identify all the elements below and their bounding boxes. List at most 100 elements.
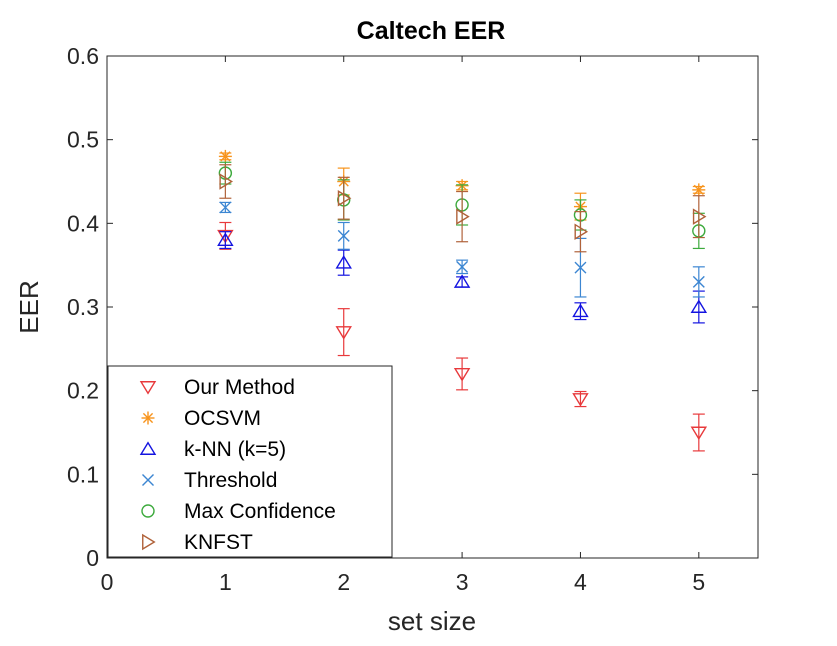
data-point bbox=[337, 221, 350, 250]
marker-asterisk bbox=[692, 183, 706, 197]
x-tick-label: 5 bbox=[692, 569, 705, 595]
data-point bbox=[453, 274, 471, 288]
legend-label: KNFST bbox=[184, 531, 253, 554]
marker-stroke bbox=[142, 412, 154, 424]
y-tick-label: 0.1 bbox=[67, 461, 99, 487]
data-point bbox=[456, 190, 470, 243]
x-tick-label: 4 bbox=[574, 569, 587, 595]
data-point bbox=[219, 201, 232, 214]
data-point bbox=[335, 308, 352, 357]
marker-shape bbox=[572, 303, 589, 318]
marker-triangle-up bbox=[139, 441, 157, 455]
x-tick-label: 1 bbox=[219, 569, 232, 595]
marker-stroke bbox=[219, 201, 232, 214]
data-point bbox=[572, 390, 589, 408]
marker-x bbox=[142, 474, 154, 486]
data-point bbox=[335, 249, 352, 276]
y-tick-label: 0.4 bbox=[67, 210, 99, 236]
legend-box bbox=[107, 365, 393, 558]
data-point bbox=[690, 413, 708, 452]
marker-shape bbox=[574, 223, 589, 240]
marker-stroke bbox=[574, 261, 587, 274]
x-tick-label: 3 bbox=[456, 569, 469, 595]
marker-triangle-right bbox=[456, 208, 470, 225]
marker-x bbox=[337, 229, 350, 242]
marker-shape bbox=[453, 274, 471, 288]
data-point bbox=[574, 211, 589, 253]
series-5 bbox=[219, 164, 707, 253]
marker-triangle-right bbox=[574, 223, 589, 240]
marker-circle bbox=[141, 504, 155, 518]
marker-shape bbox=[337, 189, 352, 207]
marker-triangle-down bbox=[690, 426, 708, 441]
data-point bbox=[218, 149, 232, 163]
marker-shape bbox=[217, 229, 234, 244]
data-point bbox=[692, 195, 707, 239]
marker-shape bbox=[572, 393, 589, 407]
marker-shape bbox=[142, 533, 156, 551]
marker-triangle-right bbox=[219, 173, 234, 190]
legend-label: OCSVM bbox=[184, 407, 261, 430]
marker-shape bbox=[453, 367, 471, 382]
marker-asterisk bbox=[141, 411, 155, 425]
chart-title: Caltech EER bbox=[357, 17, 506, 45]
marker-shape bbox=[690, 426, 708, 441]
legend-item: Our Method bbox=[139, 376, 295, 399]
data-point bbox=[572, 302, 589, 321]
data-point bbox=[692, 266, 705, 298]
marker-triangle-down bbox=[572, 393, 589, 407]
legend-item: KNFST bbox=[142, 531, 253, 554]
legend-label: k-NN (k=5) bbox=[184, 438, 286, 461]
marker-triangle-down bbox=[335, 326, 352, 340]
marker-shape bbox=[141, 504, 155, 518]
x-tick-label: 2 bbox=[337, 569, 350, 595]
marker-shape bbox=[335, 326, 352, 340]
legend-label: Our Method bbox=[184, 376, 295, 399]
marker-shape bbox=[139, 441, 157, 455]
legend-item: Max Confidence bbox=[141, 500, 336, 523]
marker-x bbox=[692, 275, 705, 288]
marker-triangle-up bbox=[572, 303, 589, 318]
marker-shape bbox=[219, 173, 234, 190]
marker-stroke bbox=[693, 184, 704, 195]
marker-shape bbox=[692, 208, 707, 225]
marker-shape bbox=[139, 381, 157, 395]
y-axis-label: EER bbox=[14, 280, 44, 333]
y-tick-label: 0.5 bbox=[67, 127, 99, 153]
marker-x bbox=[456, 260, 469, 273]
legend-item: OCSVM bbox=[141, 407, 261, 430]
marker-x bbox=[574, 261, 587, 274]
marker-stroke bbox=[142, 474, 154, 486]
legend-item: Threshold bbox=[142, 469, 277, 492]
marker-triangle-up bbox=[690, 299, 708, 313]
data-point bbox=[692, 183, 706, 197]
marker-triangle-up bbox=[335, 255, 352, 269]
marker-triangle-down bbox=[217, 229, 234, 244]
marker-triangle-up bbox=[217, 232, 234, 247]
legend: Our Method OCSVM k-NN (k=5) Threshold Max Co… bbox=[107, 365, 393, 558]
marker-triangle-right bbox=[692, 208, 707, 225]
marker-triangle-down bbox=[453, 367, 471, 382]
marker-shape bbox=[690, 299, 708, 313]
marker-triangle-up bbox=[453, 274, 471, 288]
marker-triangle-down bbox=[139, 381, 157, 395]
marker-shape bbox=[335, 255, 352, 269]
y-tick-label: 0.6 bbox=[67, 43, 99, 69]
marker-shape bbox=[217, 232, 234, 247]
x-tick-label: 0 bbox=[101, 569, 114, 595]
marker-shape bbox=[456, 208, 470, 225]
data-point bbox=[337, 176, 352, 220]
marker-stroke bbox=[456, 260, 469, 273]
x-axis-label: set size bbox=[388, 606, 476, 636]
marker-stroke bbox=[692, 275, 705, 288]
data-point bbox=[217, 231, 234, 250]
legend-item: k-NN (k=5) bbox=[139, 438, 286, 461]
marker-x bbox=[219, 201, 232, 214]
series-0 bbox=[217, 221, 708, 452]
y-tick-label: 0.3 bbox=[67, 294, 99, 320]
marker-stroke bbox=[337, 229, 350, 242]
legend-label: Threshold bbox=[184, 469, 277, 492]
marker-triangle-right bbox=[142, 533, 156, 551]
marker-stroke bbox=[220, 151, 231, 162]
